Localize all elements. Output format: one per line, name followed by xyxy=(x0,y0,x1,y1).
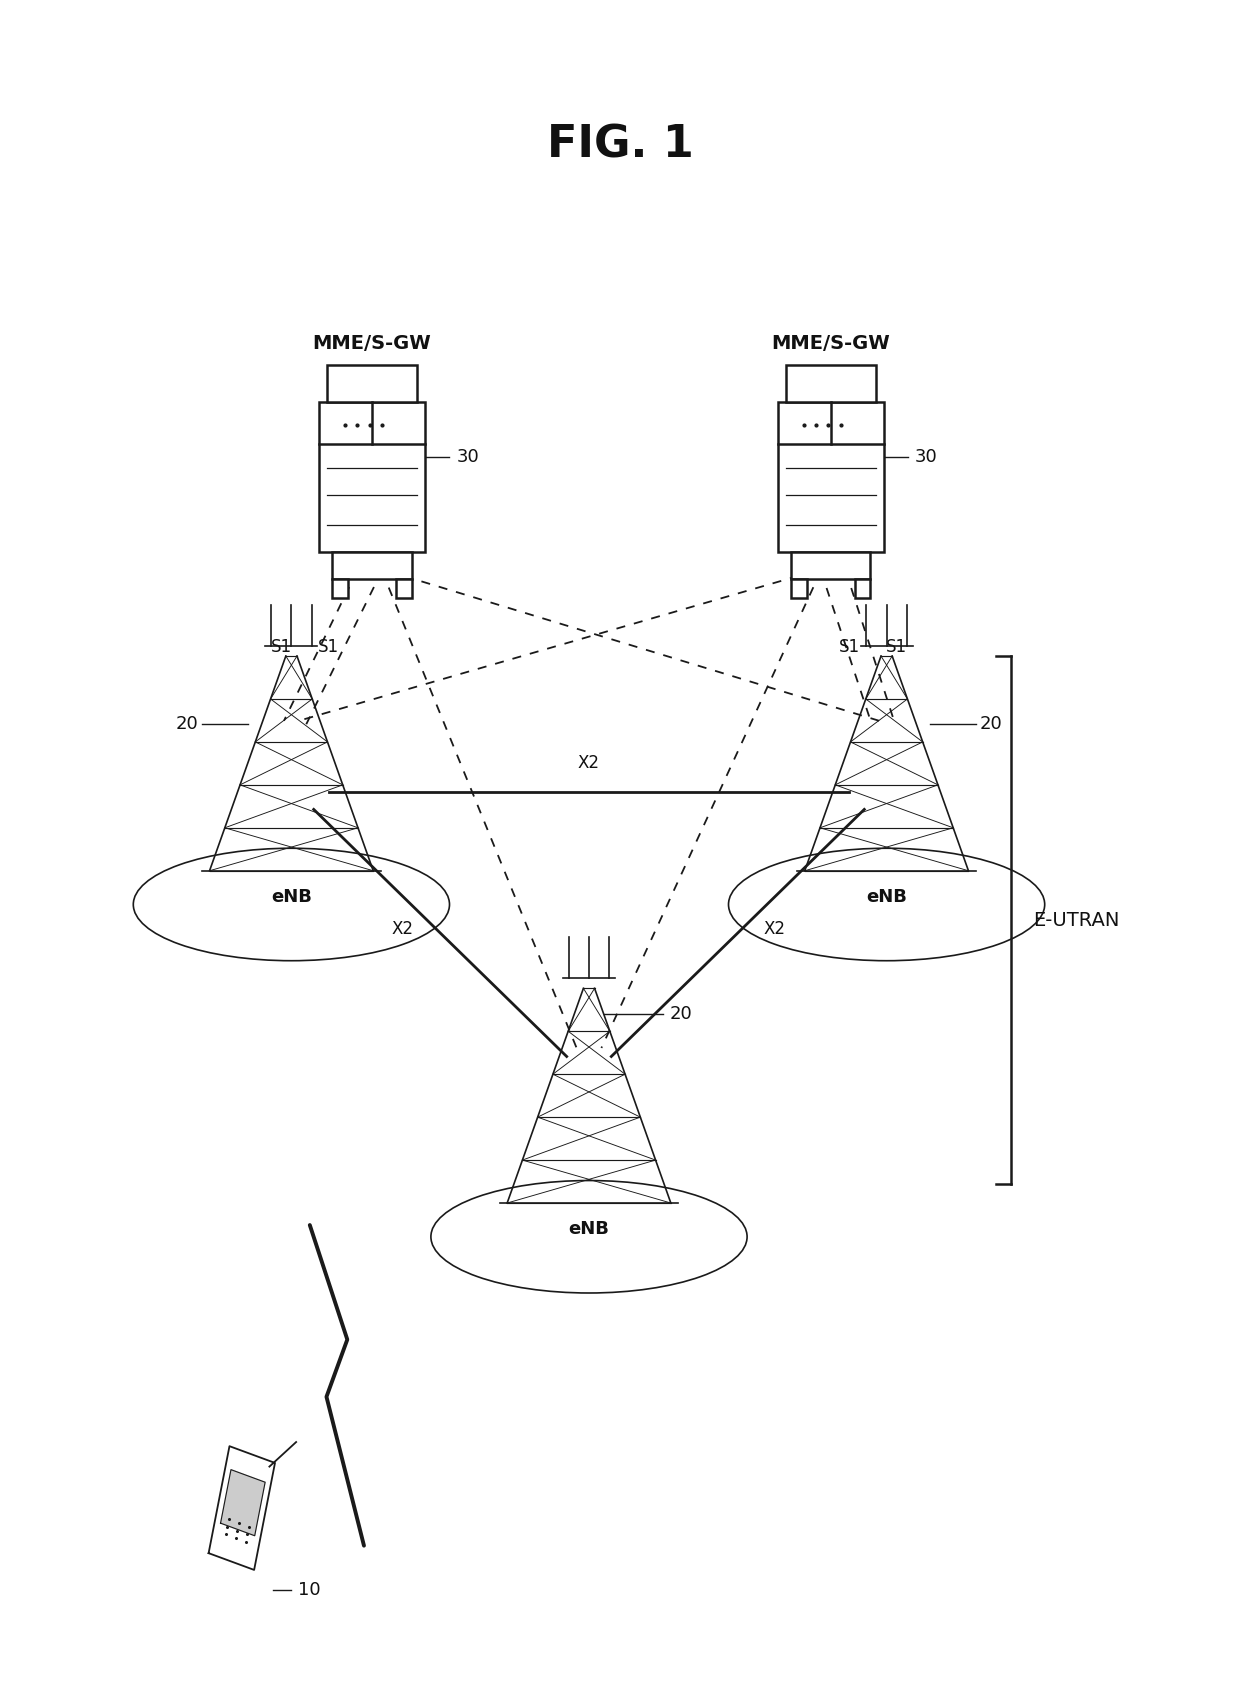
Bar xyxy=(332,579,348,598)
Text: S1: S1 xyxy=(270,637,293,656)
Text: X2: X2 xyxy=(392,920,414,939)
Bar xyxy=(791,552,870,579)
Text: 30: 30 xyxy=(915,448,937,465)
Polygon shape xyxy=(221,1469,265,1535)
Polygon shape xyxy=(208,1447,275,1569)
Bar xyxy=(786,365,875,402)
Text: X2: X2 xyxy=(764,920,786,939)
Bar xyxy=(791,579,807,598)
Text: FIG. 1: FIG. 1 xyxy=(547,123,693,167)
Bar xyxy=(332,552,412,579)
Text: S1: S1 xyxy=(317,637,340,656)
Text: eNB: eNB xyxy=(569,1220,609,1239)
Bar xyxy=(320,402,424,552)
Text: 20: 20 xyxy=(670,1005,692,1022)
Text: eNB: eNB xyxy=(867,888,906,907)
Bar xyxy=(327,365,417,402)
Text: 10: 10 xyxy=(298,1581,320,1598)
Text: 30: 30 xyxy=(456,448,479,465)
Bar xyxy=(854,579,870,598)
Text: E-UTRAN: E-UTRAN xyxy=(1033,910,1120,930)
Bar xyxy=(396,579,412,598)
Text: eNB: eNB xyxy=(272,888,311,907)
Text: S1: S1 xyxy=(838,637,861,656)
Text: S1: S1 xyxy=(885,637,908,656)
Text: X2: X2 xyxy=(578,753,600,772)
Text: MME/S-GW: MME/S-GW xyxy=(771,334,890,353)
Text: 20: 20 xyxy=(176,716,198,733)
Text: 20: 20 xyxy=(980,716,1002,733)
Bar xyxy=(779,402,883,552)
Text: MME/S-GW: MME/S-GW xyxy=(312,334,432,353)
